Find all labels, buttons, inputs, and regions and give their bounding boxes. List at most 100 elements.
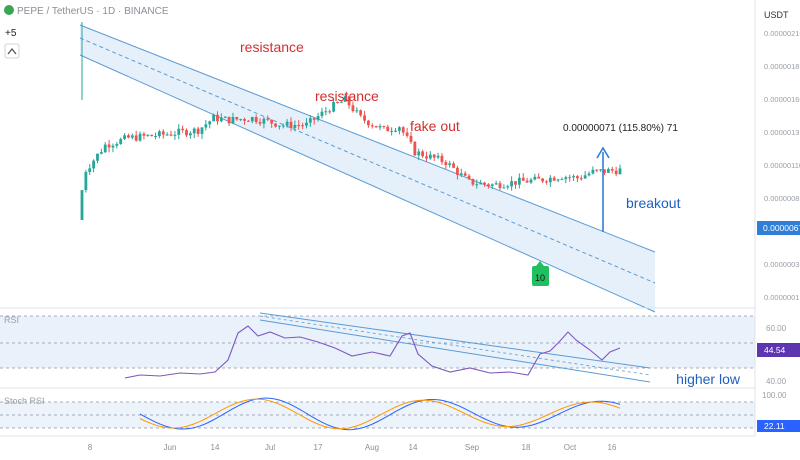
stoch-rsi-pane <box>0 397 755 431</box>
candle-body <box>456 167 459 175</box>
candle-body <box>502 187 506 189</box>
candle-body <box>277 125 281 127</box>
candle-body <box>618 168 622 175</box>
price-tick-label: 0.00000015 <box>764 293 800 302</box>
candle-body <box>413 141 417 156</box>
candle-body <box>487 184 490 187</box>
annotations: resistance resistance fake out 0.0000007… <box>240 39 681 286</box>
price-tick-label: 0.00000035 <box>764 260 800 269</box>
candle-body <box>397 127 401 131</box>
candle-body <box>336 102 339 104</box>
last-price-text: 0.0000067 <box>763 223 800 233</box>
stoch-value-tag: 22.11 <box>757 420 800 432</box>
candle-body <box>498 183 502 188</box>
channel-upper-line <box>79 24 656 253</box>
descending-channel <box>79 24 656 313</box>
candle-body <box>308 118 312 123</box>
candle-body <box>316 116 320 120</box>
candle-body <box>181 128 185 131</box>
candle-body <box>200 127 204 134</box>
candle-body <box>204 124 208 128</box>
channel-mid-line <box>79 37 656 284</box>
time-tick-label: Jun <box>164 443 177 452</box>
rsi-trendline-upper <box>259 312 651 369</box>
stoch-k-line <box>139 397 621 431</box>
candle-body <box>216 114 219 122</box>
candle-body <box>494 183 498 185</box>
candle-body <box>595 169 599 171</box>
candle-body <box>359 110 363 116</box>
candle-body <box>355 110 359 112</box>
time-tick-label: Sep <box>465 443 480 452</box>
candle-body <box>564 177 568 180</box>
rsi-value-text: 44.54 <box>764 345 786 355</box>
candle-body <box>529 179 533 183</box>
candle-body <box>572 176 575 178</box>
time-tick-label: 14 <box>211 443 220 452</box>
candle-body <box>568 177 572 179</box>
channel-lower-line <box>79 54 656 313</box>
candle-body <box>250 117 254 122</box>
rsi-axis-60: 60.00 <box>766 324 787 333</box>
time-tick-label: 18 <box>522 443 531 452</box>
price-axis[interactable]: 0.00000210 0.00000185 0.00000160 0.00000135… <box>764 29 800 302</box>
candle-body <box>115 143 119 146</box>
badge-box <box>532 266 549 286</box>
collapse-button[interactable] <box>4 43 20 59</box>
candle-body <box>351 105 355 112</box>
candle-body <box>262 118 266 124</box>
candle-body <box>587 173 591 176</box>
candle-body <box>475 184 479 186</box>
candle-body <box>289 121 293 129</box>
last-price-tag: 0.0000067 <box>757 221 800 235</box>
candle-body <box>560 179 564 181</box>
stoch-axis-100: 100.00 <box>762 391 787 400</box>
chevron-up-icon <box>7 47 17 55</box>
candle-body <box>231 117 235 124</box>
candle-body <box>417 151 421 156</box>
price-tick-label: 0.00000185 <box>764 62 800 71</box>
candle-body <box>537 176 541 179</box>
candle-body <box>444 162 448 166</box>
candle-body <box>583 175 587 179</box>
candle-body <box>514 181 517 185</box>
candle-body <box>510 181 514 187</box>
time-axis[interactable]: 8 Jun 14 Jul 17 Aug 14 Sep 18 Oct 16 <box>88 443 617 452</box>
candle-body <box>405 132 409 136</box>
candle-body <box>432 154 436 158</box>
candle-body <box>363 115 366 121</box>
candle-body <box>92 160 96 169</box>
candle-body <box>266 118 270 120</box>
candle-body <box>239 119 243 121</box>
candle-body <box>88 168 92 173</box>
candle-body <box>339 101 343 103</box>
collapse-button-frame[interactable] <box>4 43 20 59</box>
quote-currency-label: USDT <box>764 10 789 20</box>
candle-body <box>196 128 200 134</box>
candle-body <box>235 117 239 120</box>
candle-body <box>208 121 212 125</box>
candle-body <box>270 119 274 124</box>
stoch-pane-label: Stoch RSI <box>4 396 45 406</box>
price-tick-label: 0.00000110 <box>764 161 800 170</box>
candle-body <box>521 177 525 181</box>
candle-body <box>324 111 328 113</box>
candle-body <box>173 134 177 136</box>
candle-body <box>274 123 277 127</box>
time-tick-label: 17 <box>314 443 323 452</box>
stoch-band-fill <box>0 402 755 428</box>
change-value: +5 <box>5 28 17 39</box>
candle-body <box>525 180 529 183</box>
rsi-axis-40: 40.00 <box>766 377 787 386</box>
candle-body <box>576 176 579 179</box>
candle-body <box>281 125 285 127</box>
candle-body <box>312 118 316 120</box>
candle-body <box>610 169 614 171</box>
candle-body <box>483 182 486 185</box>
candle-body <box>599 169 603 171</box>
candle-body <box>425 156 428 159</box>
candle-body <box>394 130 397 132</box>
candle-body <box>188 133 192 136</box>
candle-body <box>123 135 126 139</box>
